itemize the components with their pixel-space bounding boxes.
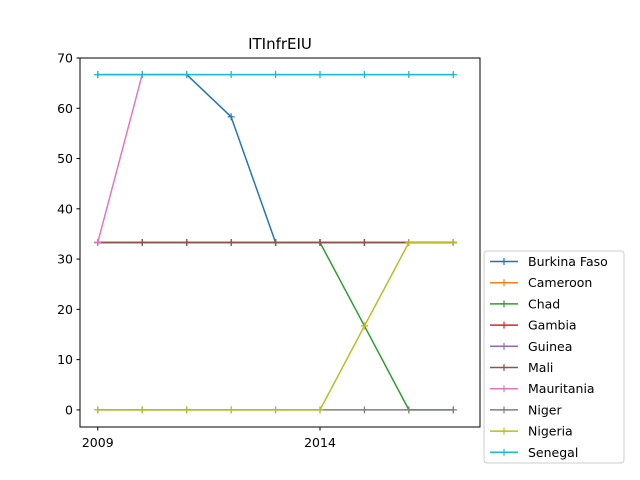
y-tick-label: 60 (57, 101, 73, 116)
legend-item: Mali (490, 360, 553, 375)
data-point (360, 322, 368, 330)
series-9 (94, 71, 457, 79)
data-point (272, 239, 280, 246)
legend-item: Gambia (490, 318, 577, 333)
legend-item: Mauritania (490, 381, 595, 396)
chart-title: ITInfrEIU (248, 35, 312, 53)
legend-label: Niger (528, 402, 562, 417)
data-point (405, 406, 413, 414)
y-tick-label: 20 (57, 302, 73, 317)
data-point (138, 71, 146, 79)
series-lines (94, 71, 457, 414)
data-point (449, 406, 457, 414)
legend-label: Senegal (528, 445, 578, 460)
data-point (138, 239, 146, 246)
data-point (405, 71, 413, 79)
legend-label: Mauritania (528, 381, 595, 396)
data-point (183, 71, 191, 79)
legend-item: Niger (490, 402, 562, 417)
data-point (316, 239, 324, 246)
data-point (183, 239, 191, 246)
data-point (183, 406, 191, 414)
y-tick-label: 40 (57, 201, 73, 216)
y-tick-label: 10 (57, 352, 73, 367)
data-point (272, 406, 280, 414)
legend-box (483, 250, 625, 464)
legend-label: Chad (528, 296, 560, 311)
data-point (227, 406, 235, 414)
y-tick-label: 0 (65, 402, 73, 417)
data-point (138, 406, 146, 414)
data-point (94, 239, 102, 246)
data-point (316, 406, 324, 414)
data-point (94, 406, 102, 414)
legend-label: Cameroon (528, 275, 592, 290)
data-point (449, 239, 457, 246)
legend-item: Nigeria (490, 424, 573, 439)
data-point (316, 71, 324, 79)
x-tick-label: 2009 (82, 435, 114, 450)
data-point (405, 239, 413, 246)
y-tick-label: 30 (57, 252, 73, 267)
legend-item: Chad (490, 296, 560, 311)
legend-label: Nigeria (528, 424, 573, 439)
y-tick-label: 70 (57, 51, 73, 66)
axes: 0 10 20 30 40 50 60 70 2009 2014 (57, 51, 481, 450)
data-point (94, 71, 102, 79)
data-point (227, 71, 235, 79)
legend-item: Senegal (490, 445, 578, 460)
data-point (227, 113, 235, 121)
legend-item: Burkina Faso (490, 254, 608, 269)
data-point (360, 239, 368, 246)
legend-label: Mali (528, 360, 553, 375)
plot-frame (79, 57, 481, 428)
x-tick-label: 2014 (304, 435, 336, 450)
y-tick-label: 50 (57, 151, 73, 166)
legend-label: Burkina Faso (528, 254, 608, 269)
data-point (272, 71, 280, 79)
data-point (449, 71, 457, 79)
data-point (227, 239, 235, 246)
legend-item: Guinea (490, 339, 572, 354)
legend-label: Guinea (528, 339, 572, 354)
legend: Burkina Faso Cameroon Chad Gambia Guinea Mali… (483, 250, 625, 464)
data-point (360, 71, 368, 79)
legend-label: Gambia (528, 318, 577, 333)
series-8 (94, 239, 457, 414)
legend-item: Cameroon (490, 275, 592, 290)
data-point (360, 406, 368, 414)
